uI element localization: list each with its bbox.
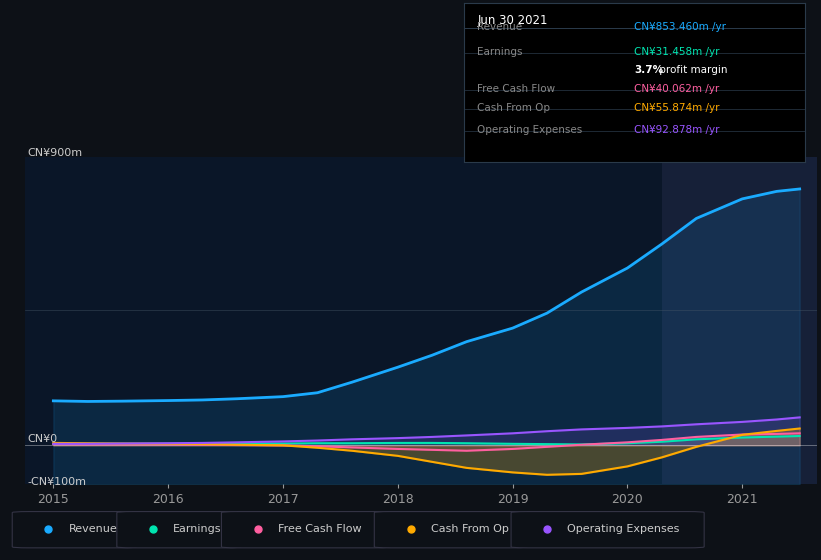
Text: Cash From Op: Cash From Op bbox=[478, 103, 551, 113]
Text: Free Cash Flow: Free Cash Flow bbox=[478, 84, 556, 94]
Text: Free Cash Flow: Free Cash Flow bbox=[277, 524, 361, 534]
Bar bbox=[662, 157, 817, 484]
Text: 3.7%: 3.7% bbox=[635, 64, 663, 74]
Text: CN¥0: CN¥0 bbox=[27, 434, 57, 444]
FancyBboxPatch shape bbox=[117, 512, 241, 548]
Text: Operating Expenses: Operating Expenses bbox=[567, 524, 680, 534]
Text: Revenue: Revenue bbox=[69, 524, 117, 534]
FancyBboxPatch shape bbox=[12, 512, 137, 548]
FancyBboxPatch shape bbox=[511, 512, 704, 548]
Text: -CN¥100m: -CN¥100m bbox=[27, 477, 86, 487]
Text: Cash From Op: Cash From Op bbox=[430, 524, 508, 534]
Text: CN¥31.458m /yr: CN¥31.458m /yr bbox=[635, 47, 720, 57]
Text: CN¥92.878m /yr: CN¥92.878m /yr bbox=[635, 125, 720, 136]
Text: Earnings: Earnings bbox=[478, 47, 523, 57]
Text: profit margin: profit margin bbox=[656, 64, 728, 74]
Text: CN¥853.460m /yr: CN¥853.460m /yr bbox=[635, 21, 727, 31]
FancyBboxPatch shape bbox=[374, 512, 527, 548]
Text: CN¥900m: CN¥900m bbox=[27, 148, 82, 158]
Text: Earnings: Earnings bbox=[173, 524, 222, 534]
FancyBboxPatch shape bbox=[222, 512, 390, 548]
Text: Jun 30 2021: Jun 30 2021 bbox=[478, 14, 548, 27]
Text: CN¥55.874m /yr: CN¥55.874m /yr bbox=[635, 103, 720, 113]
Text: CN¥40.062m /yr: CN¥40.062m /yr bbox=[635, 84, 719, 94]
Text: Operating Expenses: Operating Expenses bbox=[478, 125, 583, 136]
Text: Revenue: Revenue bbox=[478, 21, 523, 31]
